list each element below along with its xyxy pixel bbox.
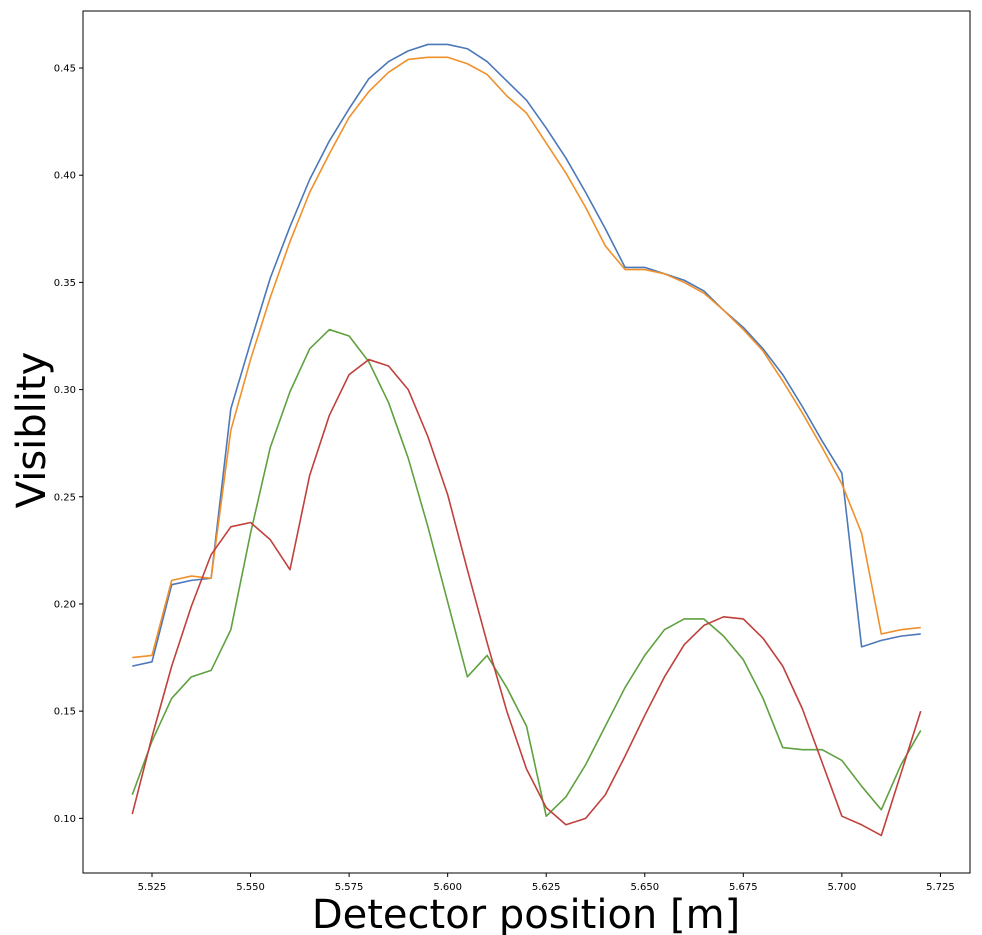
series-line-2 — [132, 56, 921, 659]
plot-frame — [82, 10, 971, 874]
plot-lines — [131, 43, 922, 837]
y-tick-label: 0.25 — [54, 492, 76, 503]
x-axis-label: Detector position [m] — [312, 892, 740, 935]
y-tick-label: 0.40 — [54, 171, 76, 182]
y-tick-label: 0.15 — [54, 707, 76, 718]
y-tick-label: 0.45 — [54, 64, 76, 75]
x-tick-label: 5.700 — [828, 882, 857, 893]
y-tick-label: 0.30 — [54, 385, 76, 396]
x-tick-label: 5.650 — [630, 882, 659, 893]
y-tick-label: 0.20 — [54, 599, 76, 610]
x-tick-label: 5.625 — [532, 882, 561, 893]
x-axis-ticks: 5.525 5.550 5.575 5.600 5.625 5.650 5.675 5.700… — [138, 873, 955, 893]
series-line-3 — [131, 328, 922, 817]
y-tick-label: 0.35 — [54, 278, 76, 289]
x-tick-label: 5.600 — [433, 882, 462, 893]
x-tick-label: 5.575 — [335, 882, 364, 893]
series-line-1 — [132, 43, 921, 667]
x-tick-label: 5.725 — [926, 882, 955, 893]
x-tick-label: 5.525 — [138, 882, 167, 893]
x-tick-label: 5.675 — [729, 882, 758, 893]
y-axis-label: Visiblity — [9, 352, 55, 509]
x-tick-label: 5.550 — [236, 882, 265, 893]
y-axis-ticks: 0.10 0.15 0.20 0.25 0.30 0.35 0.40 0.45 — [54, 64, 83, 825]
series-line-4 — [131, 358, 922, 837]
y-tick-label: 0.10 — [54, 814, 76, 825]
